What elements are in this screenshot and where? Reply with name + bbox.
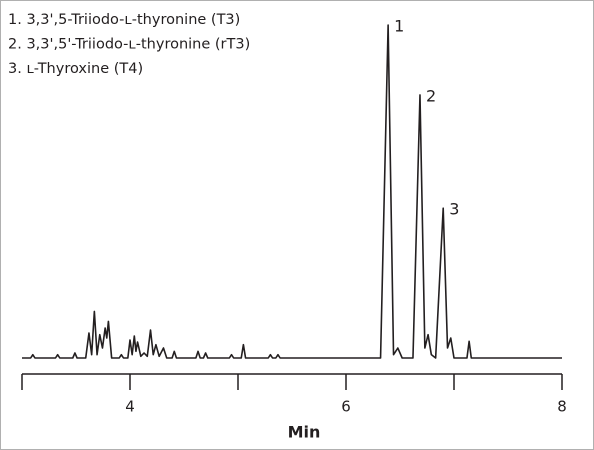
chromatogram-trace	[22, 24, 562, 359]
legend-item: 2. 3,3',5'-Triiodo-ʟ-thyronine (rT3)	[8, 37, 250, 53]
x-tick-label: 8	[557, 398, 567, 416]
legend-item: 1. 3,3',5-Triiodo-ʟ-thyronine (T3)	[8, 12, 240, 28]
x-tick-label: 6	[341, 398, 351, 416]
peak-label: 1	[394, 17, 404, 36]
x-tick-label: 4	[125, 398, 135, 416]
peak-label: 3	[449, 200, 459, 219]
peak-label: 2	[426, 86, 436, 105]
legend-item: 3. ʟ-Thyroxine (T4)	[8, 61, 143, 77]
x-axis-label: Min	[288, 423, 321, 442]
